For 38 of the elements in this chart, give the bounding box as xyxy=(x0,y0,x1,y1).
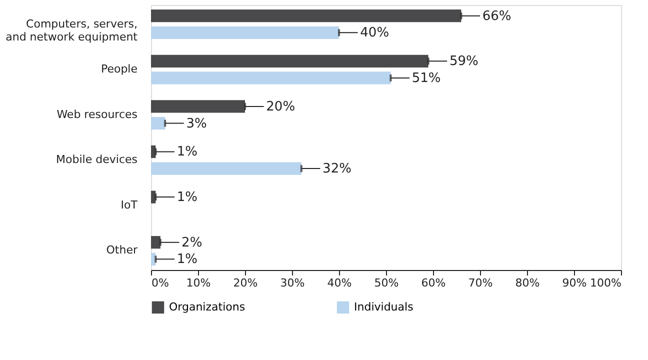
data-label: 66% xyxy=(482,8,512,24)
x-tick-label: 30% xyxy=(280,276,305,290)
x-tick-label: 100% xyxy=(590,276,622,290)
bar xyxy=(151,26,339,39)
y-tick-label: People xyxy=(100,62,138,76)
x-tick-label: 40% xyxy=(327,276,352,290)
bar xyxy=(151,162,302,175)
x-tick-label: 0% xyxy=(152,276,169,290)
y-tick-label: Other xyxy=(106,244,138,257)
bar xyxy=(151,116,166,130)
y-tick-label: Mobile devices xyxy=(56,153,138,166)
x-tick-label: 80% xyxy=(515,276,540,290)
x-tick-label: 10% xyxy=(186,276,211,290)
data-label: 2% xyxy=(182,235,202,250)
y-tick-label: Web resources xyxy=(56,108,138,121)
data-label: 59% xyxy=(449,54,478,70)
bar xyxy=(151,10,462,22)
data-label: 32% xyxy=(322,162,352,177)
legend-label: Organizations xyxy=(169,300,246,314)
x-tick-label: 60% xyxy=(421,276,446,290)
legend-label: Individuals xyxy=(354,300,414,314)
bar xyxy=(151,100,245,113)
data-label: 1% xyxy=(176,252,198,268)
y-tick-label: Computers, servers, and network equipment xyxy=(6,17,138,44)
data-label: 20% xyxy=(266,99,296,114)
x-tick-label: 50% xyxy=(374,276,399,290)
data-label: 1% xyxy=(176,190,198,206)
x-tick-label: 90% xyxy=(562,276,587,290)
data-label: 51% xyxy=(412,70,441,86)
data-label: 40% xyxy=(360,26,390,41)
bar xyxy=(151,236,160,249)
bar xyxy=(151,54,428,68)
data-label: 1% xyxy=(176,144,198,160)
x-tick-label: 70% xyxy=(468,276,493,290)
x-tick-label: 20% xyxy=(233,276,258,290)
data-label: 3% xyxy=(186,116,207,132)
bar xyxy=(151,72,391,84)
y-tick-label: IoT xyxy=(120,198,138,212)
